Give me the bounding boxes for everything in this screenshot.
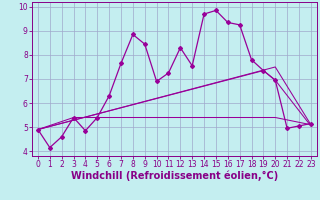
X-axis label: Windchill (Refroidissement éolien,°C): Windchill (Refroidissement éolien,°C) [71,171,278,181]
